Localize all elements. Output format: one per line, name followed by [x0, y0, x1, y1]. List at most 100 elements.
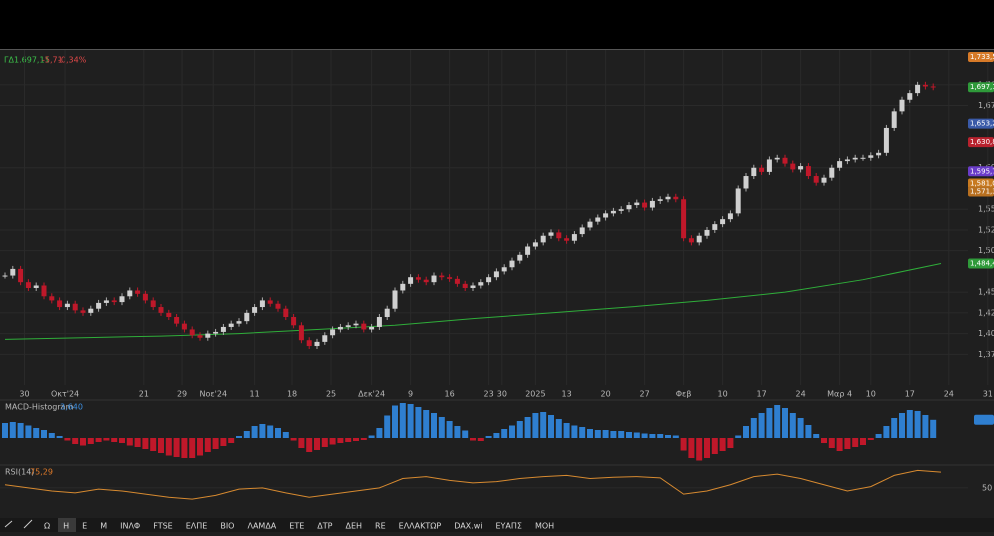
candle: [829, 167, 835, 178]
price-badge: [968, 82, 994, 93]
x-tick-label: Μαρ 4: [827, 390, 852, 399]
histogram-bar: [883, 426, 890, 438]
x-tick-label: 24: [796, 390, 806, 399]
candle: [111, 300, 117, 303]
histogram-bar: [204, 438, 211, 452]
toolbar-button[interactable]: RE: [375, 522, 386, 531]
histogram-bar: [563, 423, 570, 438]
toolbar-button[interactable]: ΔΕΗ: [345, 522, 362, 531]
toolbar-button[interactable]: ΕΛΠΕ: [186, 522, 208, 531]
candle: [634, 202, 640, 206]
candle: [408, 277, 414, 284]
histogram-bar: [509, 425, 515, 438]
macd-title: MACD-Histogram: [5, 403, 74, 412]
histogram-bar: [220, 438, 227, 446]
histogram-bar: [930, 419, 937, 438]
price-badge: [968, 166, 994, 177]
histogram-bar: [337, 438, 344, 443]
histogram-bar: [828, 438, 835, 448]
candle: [166, 312, 172, 318]
histogram-bar: [860, 438, 866, 445]
candle: [548, 232, 554, 236]
candle: [291, 317, 297, 326]
x-tick-label: 25: [326, 390, 336, 399]
toolbar-button[interactable]: ΕΤΕ: [289, 522, 304, 531]
candle: [704, 229, 710, 236]
histogram-bar: [345, 438, 352, 442]
histogram-bar: [103, 438, 110, 441]
toolbar-button[interactable]: ΜΟΗ: [535, 522, 554, 531]
histogram-bar: [602, 430, 609, 438]
candle: [220, 326, 226, 332]
toolbar-button[interactable]: Ε: [82, 522, 87, 531]
candle: [462, 283, 468, 288]
candle: [384, 308, 390, 318]
histogram-bar: [392, 405, 398, 438]
toolbar-button[interactable]: Μ: [100, 522, 107, 531]
toolbar: [0, 518, 994, 532]
candle: [33, 285, 39, 288]
histogram-bar: [743, 426, 749, 438]
price-badge: [968, 258, 994, 269]
candle: [860, 157, 866, 159]
candle: [525, 246, 531, 255]
x-tick-label: 29: [177, 390, 187, 399]
candle: [556, 232, 562, 239]
candle: [447, 277, 453, 279]
candle: [197, 335, 203, 338]
histogram-bar: [142, 438, 149, 449]
histogram-bar: [275, 428, 281, 438]
candle: [813, 176, 819, 183]
draw-icons[interactable]: [4, 519, 33, 529]
candle: [322, 335, 328, 342]
candle: [41, 285, 47, 297]
histogram-bar: [111, 438, 118, 442]
histogram-bar: [540, 412, 547, 438]
histogram-bar: [766, 408, 773, 438]
y-tick-label: 1,425: [978, 308, 994, 317]
toolbar-button[interactable]: ΕΛΛΑΚΤΩΡ: [399, 522, 442, 531]
candle: [57, 300, 63, 308]
candle: [174, 317, 180, 324]
toolbar-button[interactable]: ΛΑΜΔΑ: [247, 522, 276, 531]
histogram-bar: [633, 432, 640, 438]
price-badge-label: 1,581,00: [970, 180, 994, 188]
toolbar-button[interactable]: FTSE: [153, 522, 172, 531]
histogram-bar: [493, 433, 500, 438]
candle: [361, 323, 367, 330]
toolbar-button[interactable]: ΔΤΡ: [317, 522, 332, 531]
x-tick-label: 10: [718, 390, 728, 399]
histogram-bar: [423, 410, 430, 438]
candle: [673, 196, 679, 200]
candle: [532, 242, 538, 247]
toolbar-button[interactable]: ΒΙΟ: [220, 522, 234, 531]
candle: [564, 238, 570, 241]
x-tick-label: 24: [944, 390, 954, 399]
histogram-bar: [852, 438, 859, 447]
histogram-bar: [2, 423, 8, 438]
histogram-bar: [524, 417, 531, 438]
y-tick-label: 1,450: [978, 288, 994, 297]
toolbar-button[interactable]: Ω: [44, 522, 50, 531]
toolbar-button[interactable]: DAX.wi: [454, 522, 482, 531]
price-badge: [968, 186, 994, 197]
histogram-bar: [532, 413, 539, 438]
histogram-bar: [353, 438, 359, 441]
toolbar-button[interactable]: Η: [63, 522, 69, 531]
toolbar-button[interactable]: ΙΝΛΦ: [120, 522, 140, 531]
candle: [837, 161, 843, 168]
toolbar-button[interactable]: ΕΥΑΠΣ: [495, 522, 521, 531]
symbol: ΓΔ: [4, 56, 14, 65]
histogram-bar: [95, 438, 102, 442]
histogram-bar: [696, 438, 703, 461]
candle: [213, 331, 219, 334]
x-tick-label: 13: [562, 390, 572, 399]
candle: [10, 268, 16, 276]
x-tick-label: 23: [484, 390, 494, 399]
histogram-bar: [680, 438, 687, 451]
y-tick-label: 1,375: [978, 350, 994, 359]
histogram-bar: [641, 433, 648, 438]
candle: [353, 323, 359, 326]
histogram-bar: [813, 434, 820, 438]
x-tick-label: Οκτ'24: [51, 390, 79, 399]
